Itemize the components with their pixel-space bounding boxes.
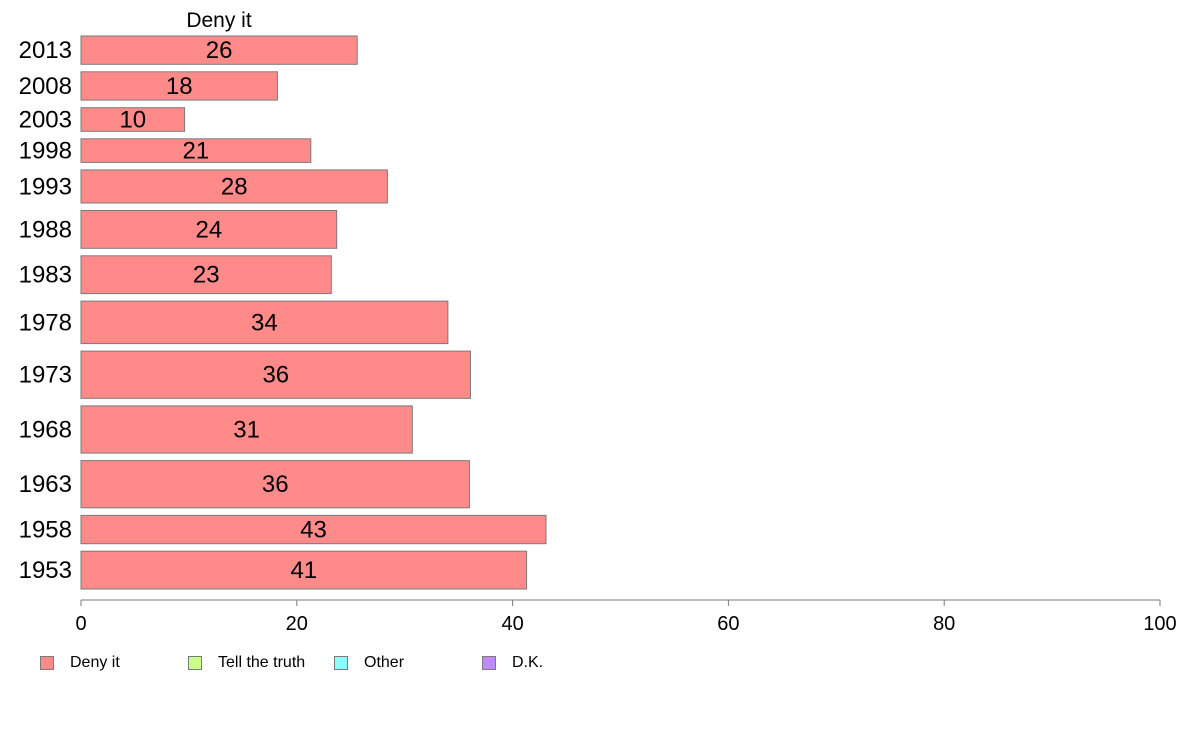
legend-label-tell-the-truth: Tell the truth — [218, 654, 306, 671]
data-label-2003: 10 — [119, 107, 146, 134]
category-label-1998: 1998 — [19, 138, 72, 165]
x-tick-label-100: 100 — [1143, 613, 1176, 635]
legend-label-other: Other — [364, 654, 405, 671]
x-tick-label-20: 20 — [286, 613, 308, 635]
data-label-1953: 41 — [290, 557, 317, 584]
x-tick-label-40: 40 — [501, 613, 523, 635]
legend-swatch-tell-the-truth — [188, 656, 202, 670]
category-label-1978: 1978 — [19, 309, 72, 336]
bar-1988 — [80, 210, 338, 249]
legend-swatch-dk — [482, 656, 496, 670]
data-label-2008: 18 — [166, 73, 193, 100]
data-label-1973: 36 — [262, 362, 289, 389]
legend-label-dk: D.K. — [512, 654, 544, 671]
legend-swatch-deny-it — [40, 656, 54, 670]
data-label-1958: 43 — [300, 517, 327, 544]
bar-1968 — [80, 405, 413, 454]
legend-item-dk: D.K. — [482, 654, 543, 672]
data-label-1978: 34 — [251, 309, 278, 336]
data-label-1983: 23 — [193, 262, 220, 289]
legend-item-tell-the-truth: Tell the truth — [188, 654, 305, 672]
category-label-1968: 1968 — [19, 417, 72, 444]
data-label-1968: 31 — [233, 417, 260, 444]
legend-item-deny-it: Deny it — [40, 654, 120, 672]
x-tick-label-0: 0 — [75, 613, 86, 635]
data-label-1998: 21 — [183, 138, 210, 165]
legend-item-other: Other — [334, 654, 404, 672]
x-tick-label-80: 80 — [933, 613, 955, 635]
bar-2003 — [80, 107, 186, 132]
data-label-2013: 26 — [206, 37, 233, 64]
category-label-1963: 1963 — [19, 471, 72, 498]
chart-title: Deny it — [186, 9, 252, 32]
bar-1973 — [80, 350, 471, 399]
bar-2008 — [80, 71, 278, 101]
bar-1963 — [80, 460, 470, 509]
x-tick-label-60: 60 — [717, 613, 739, 635]
legend-swatch-other — [334, 656, 348, 670]
category-label-1953: 1953 — [19, 557, 72, 584]
x-axis: 0 20 40 60 80 100 — [75, 599, 1177, 635]
category-label-2013: 2013 — [19, 37, 72, 64]
category-label-1983: 1983 — [19, 262, 72, 289]
category-label-2008: 2008 — [19, 73, 72, 100]
bar-1978 — [80, 300, 449, 345]
category-label-2003: 2003 — [19, 107, 72, 134]
legend-label-deny-it: Deny it — [70, 654, 120, 671]
data-label-1993: 28 — [221, 174, 248, 201]
bar-1953 — [80, 550, 528, 590]
data-label-1963: 36 — [262, 471, 289, 498]
category-label-1993: 1993 — [19, 174, 72, 201]
category-label-1988: 1988 — [19, 216, 72, 243]
bar-2013 — [80, 35, 358, 65]
category-label-1973: 1973 — [19, 362, 72, 389]
data-label-1988: 24 — [196, 216, 223, 243]
bar-1993 — [80, 169, 388, 204]
bar-1983 — [80, 255, 332, 295]
bar-1998 — [80, 138, 312, 163]
bar-1958 — [80, 514, 547, 545]
category-label-1958: 1958 — [19, 517, 72, 544]
bars-group: 2013 26 2008 18 2003 10 1998 21 1993 28 1988 24 1983… — [19, 35, 547, 590]
